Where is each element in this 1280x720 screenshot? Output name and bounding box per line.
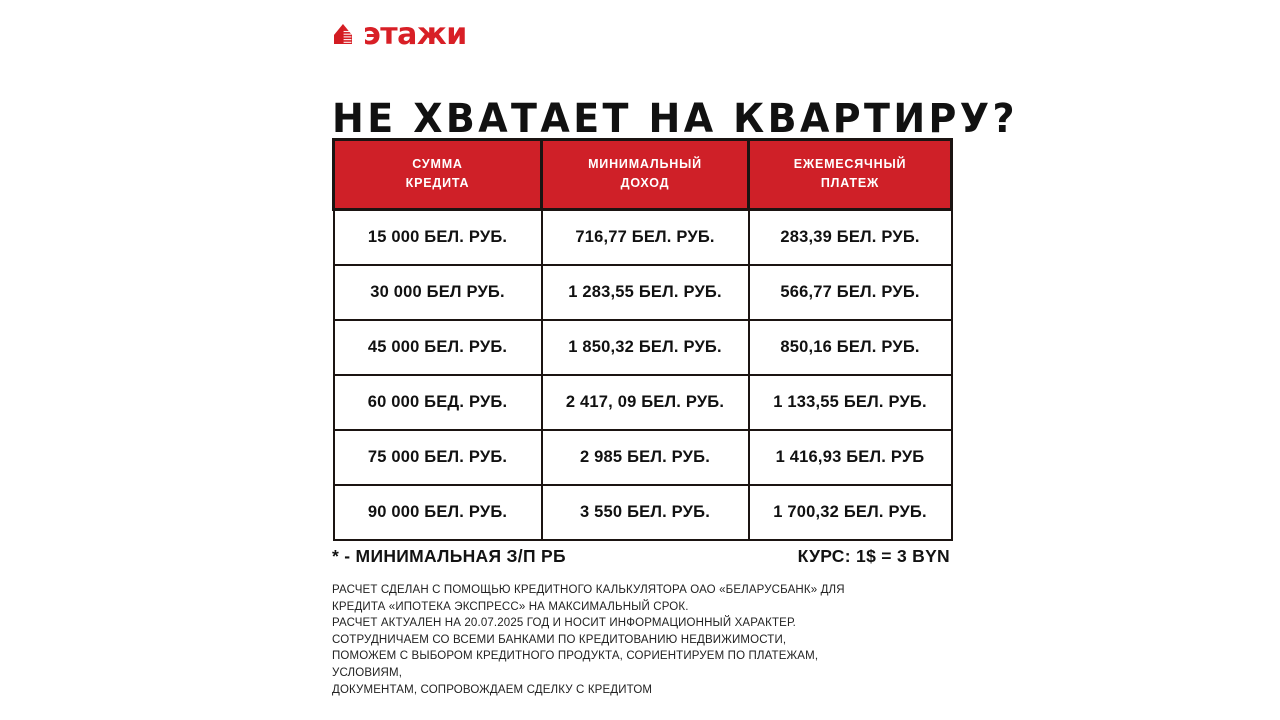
cell-amount: 30 000 БЕЛ РУБ. <box>332 263 543 321</box>
disclaimer-line: РАСЧЕТ АКТУАЛЕН НА 20.07.2025 ГОД И НОСИ… <box>332 617 796 630</box>
disclaimer-line: ПОМОЖЕМ С ВЫБОРОМ КРЕДИТНОГО ПРОДУКТА, С… <box>332 650 819 663</box>
column-header-income-line2: ДОХОД <box>620 176 670 190</box>
disclaimer-line: РАСЧЕТ СДЕЛАН С ПОМОЩЬЮ КРЕДИТНОГО КАЛЬК… <box>332 584 845 596</box>
disclaimer-line: КРЕДИТА «ИПОТЕКА ЭКСПРЕСС» НА МАКСИМАЛЬН… <box>332 600 689 613</box>
column-header-amount: СУММА КРЕДИТА <box>332 138 543 211</box>
cell-payment: 566,77 БЕЛ. РУБ. <box>747 263 953 321</box>
brand-name: этажи <box>363 17 467 52</box>
building-floors-icon <box>334 24 352 44</box>
table-row: 15 000 БЕЛ. РУБ. 716,77 БЕЛ. РУБ. 283,39… <box>332 208 953 266</box>
page-title: НЕ ХВАТАЕТ НА КВАРТИРУ? <box>332 95 1018 143</box>
footnote-min-salary: * - МИНИМАЛЬНАЯ З/П РБ <box>332 546 566 566</box>
column-header-payment: ЕЖЕМЕСЯЧНЫЙ ПЛАТЕЖ <box>747 138 953 211</box>
table-row: 90 000 БЕЛ. РУБ. 3 550 БЕЛ. РУБ. 1 700,3… <box>332 483 953 541</box>
table-row: 30 000 БЕЛ РУБ. 1 283,55 БЕЛ. РУБ. 566,7… <box>332 263 953 321</box>
column-header-payment-line1: ЕЖЕМЕСЯЧНЫЙ <box>793 157 907 171</box>
cell-amount: 45 000 БЕЛ. РУБ. <box>332 318 543 376</box>
column-header-income: МИНИМАЛЬНЫЙ ДОХОД <box>540 138 750 211</box>
table-header-row: СУММА КРЕДИТА МИНИМАЛЬНЫЙ ДОХОД ЕЖЕМЕСЯЧ… <box>332 138 953 211</box>
footnote-exchange-rate: КУРС: 1$ = 3 BYN <box>797 546 950 566</box>
cell-income: 1 850,32 БЕЛ. РУБ. <box>540 318 750 376</box>
cell-income: 2 985 БЕЛ. РУБ. <box>540 428 750 486</box>
disclaimer-line: УСЛОВИЯМ, <box>332 666 403 679</box>
disclaimer-line: ДОКУМЕНТАМ, СОПРОВОЖДАЕМ СДЕЛКУ С КРЕДИТ… <box>332 683 653 696</box>
column-header-amount-line1: СУММА <box>412 157 463 171</box>
cell-payment: 850,16 БЕЛ. РУБ. <box>747 318 953 376</box>
credit-table: СУММА КРЕДИТА МИНИМАЛЬНЫЙ ДОХОД ЕЖЕМЕСЯЧ… <box>332 138 953 541</box>
table-body: 15 000 БЕЛ. РУБ. 716,77 БЕЛ. РУБ. 283,39… <box>332 208 953 541</box>
table-row: 60 000 БЕД. РУБ. 2 417, 09 БЕЛ. РУБ. 1 1… <box>332 373 953 431</box>
footnote-row: * - МИНИМАЛЬНАЯ З/П РБ КУРС: 1$ = 3 BYN <box>332 546 950 567</box>
column-header-income-line1: МИНИМАЛЬНЫЙ <box>588 157 702 171</box>
cell-amount: 90 000 БЕЛ. РУБ. <box>332 483 543 541</box>
table-header: СУММА КРЕДИТА МИНИМАЛЬНЫЙ ДОХОД ЕЖЕМЕСЯЧ… <box>332 138 953 211</box>
cell-amount: 75 000 БЕЛ. РУБ. <box>332 428 543 486</box>
cell-income: 1 283,55 БЕЛ. РУБ. <box>540 263 750 321</box>
cell-payment: 283,39 БЕЛ. РУБ. <box>747 208 953 266</box>
cell-amount: 15 000 БЕЛ. РУБ. <box>332 208 543 266</box>
disclaimer-block: РАСЧЕТ СДЕЛАН С ПОМОЩЬЮ КРЕДИТНОГО КАЛЬК… <box>332 582 972 698</box>
disclaimer-line: СОТРУДНИЧАЕМ СО ВСЕМИ БАНКАМИ ПО КРЕДИТО… <box>332 633 787 646</box>
cell-amount: 60 000 БЕД. РУБ. <box>332 373 543 431</box>
table-row: 75 000 БЕЛ. РУБ. 2 985 БЕЛ. РУБ. 1 416,9… <box>332 428 953 486</box>
cell-income: 3 550 БЕЛ. РУБ. <box>540 483 750 541</box>
cell-income: 716,77 БЕЛ. РУБ. <box>540 208 750 266</box>
cell-payment: 1 416,93 БЕЛ. РУБ <box>747 428 953 486</box>
cell-payment: 1 700,32 БЕЛ. РУБ. <box>747 483 953 541</box>
cell-income: 2 417, 09 БЕЛ. РУБ. <box>540 373 750 431</box>
cell-payment: 1 133,55 БЕЛ. РУБ. <box>747 373 953 431</box>
brand-logo: этажи <box>330 18 467 52</box>
column-header-payment-line2: ПЛАТЕЖ <box>820 176 880 190</box>
column-header-amount-line2: КРЕДИТА <box>405 176 470 190</box>
credit-table-container: СУММА КРЕДИТА МИНИМАЛЬНЫЙ ДОХОД ЕЖЕМЕСЯЧ… <box>332 138 953 541</box>
table-row: 45 000 БЕЛ. РУБ. 1 850,32 БЕЛ. РУБ. 850,… <box>332 318 953 376</box>
